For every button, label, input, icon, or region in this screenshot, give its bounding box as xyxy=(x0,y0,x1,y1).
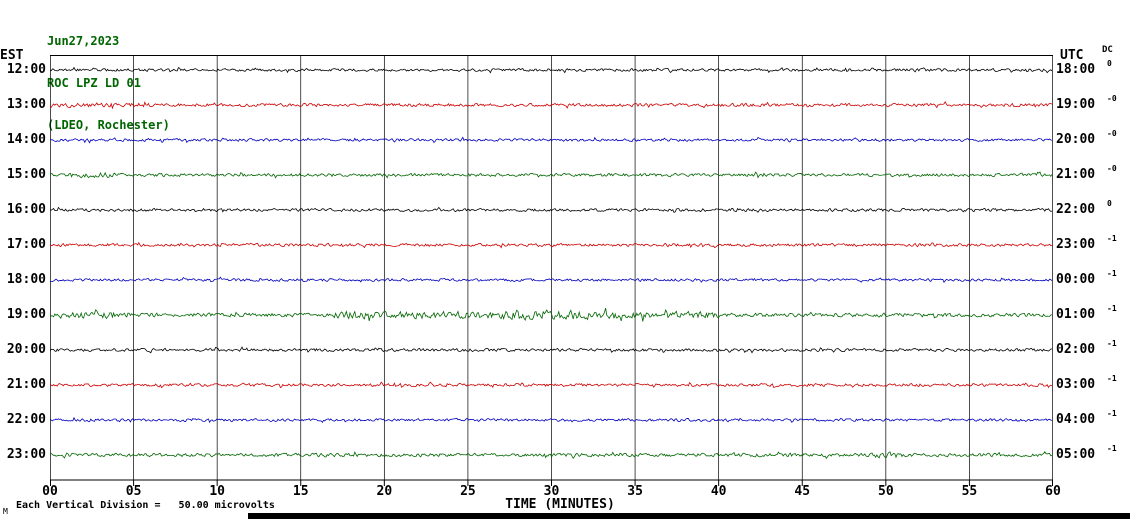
est-time-label: 20:00 xyxy=(6,342,46,357)
left-axis-label: EST xyxy=(0,48,24,63)
est-time-label: 22:00 xyxy=(6,412,46,427)
x-tick-label: 10 xyxy=(209,484,225,499)
dc-offset-value: -1 xyxy=(1107,374,1117,383)
dc-offset-value: -1 xyxy=(1107,269,1117,278)
utc-time-label: 04:00 xyxy=(1056,412,1096,427)
dc-label: DC xyxy=(1102,45,1113,55)
x-tick-label: 50 xyxy=(878,484,894,499)
est-time-label: 12:00 xyxy=(6,62,46,77)
est-time-label: 17:00 xyxy=(6,237,46,252)
x-axis-title: TIME (MINUTES) xyxy=(505,497,615,512)
utc-time-label: 20:00 xyxy=(1056,132,1096,147)
x-tick-label: 25 xyxy=(460,484,476,499)
x-tick-label: 45 xyxy=(794,484,811,499)
dc-offset-value: -1 xyxy=(1107,234,1117,243)
seismogram-trace xyxy=(50,307,1053,322)
utc-time-label: 22:00 xyxy=(1056,202,1096,217)
dc-offset-value: -1 xyxy=(1107,444,1117,453)
utc-time-label: 05:00 xyxy=(1056,447,1096,462)
est-time-label: 19:00 xyxy=(6,307,46,322)
seismogram-trace xyxy=(50,101,1053,110)
dc-offset-value: -1 xyxy=(1107,339,1117,348)
header-date: Jun27,2023 xyxy=(47,34,120,48)
est-time-label: 21:00 xyxy=(6,377,46,392)
x-tick-label: 40 xyxy=(710,484,727,499)
x-tick-label: 30 xyxy=(543,484,560,499)
seismogram-trace xyxy=(50,276,1053,283)
seismogram-trace xyxy=(50,450,1053,460)
est-time-label: 15:00 xyxy=(6,167,46,182)
x-tick-label: 35 xyxy=(627,484,643,499)
header-station: ROC LPZ LD 01 xyxy=(47,76,141,90)
utc-time-label: 03:00 xyxy=(1056,377,1096,392)
dc-offset-value: 0 xyxy=(1107,59,1112,68)
seismogram-trace xyxy=(50,416,1053,424)
bottom-black-bar xyxy=(248,513,1130,519)
utc-time-label: 19:00 xyxy=(1056,97,1096,112)
scale-note: Each Vertical Division = 50.00 microvolt… xyxy=(16,500,275,511)
x-tick-label: 00 xyxy=(42,484,58,499)
seismogram-trace xyxy=(50,66,1053,74)
x-tick-label: 20 xyxy=(376,484,393,499)
utc-time-label: 18:00 xyxy=(1056,62,1096,77)
seismogram-trace xyxy=(50,206,1053,213)
est-time-label: 16:00 xyxy=(6,202,46,217)
dc-offset-value: -0 xyxy=(1107,94,1117,103)
seismogram-trace xyxy=(50,241,1053,249)
utc-time-label: 21:00 xyxy=(1056,167,1096,182)
x-tick-label: 60 xyxy=(1045,484,1061,499)
utc-time-label: 02:00 xyxy=(1056,342,1096,357)
dc-offset-value: 0 xyxy=(1107,199,1112,208)
est-time-label: 14:00 xyxy=(6,132,46,147)
est-time-label: 13:00 xyxy=(6,97,46,112)
seismogram-trace xyxy=(50,346,1053,354)
seismogram-plot xyxy=(50,55,1053,486)
seismogram-trace xyxy=(50,136,1053,144)
x-tick-label: 15 xyxy=(292,484,309,499)
x-tick-label: 05 xyxy=(125,484,142,499)
seismogram-trace xyxy=(50,171,1053,179)
utc-time-label: 01:00 xyxy=(1056,307,1096,322)
dc-offset-value: -0 xyxy=(1107,164,1117,173)
est-time-label: 18:00 xyxy=(6,272,46,287)
x-tick-label: 55 xyxy=(961,484,978,499)
utc-time-label: 00:00 xyxy=(1056,272,1096,287)
right-axis-label: UTC xyxy=(1060,48,1084,63)
utc-time-label: 23:00 xyxy=(1056,237,1096,252)
corner-mark: M xyxy=(3,507,8,516)
dc-offset-value: -0 xyxy=(1107,129,1117,138)
seismogram-trace xyxy=(50,381,1053,389)
dc-offset-value: -1 xyxy=(1107,409,1117,418)
est-time-label: 23:00 xyxy=(6,447,46,462)
dc-offset-value: -1 xyxy=(1107,304,1117,313)
